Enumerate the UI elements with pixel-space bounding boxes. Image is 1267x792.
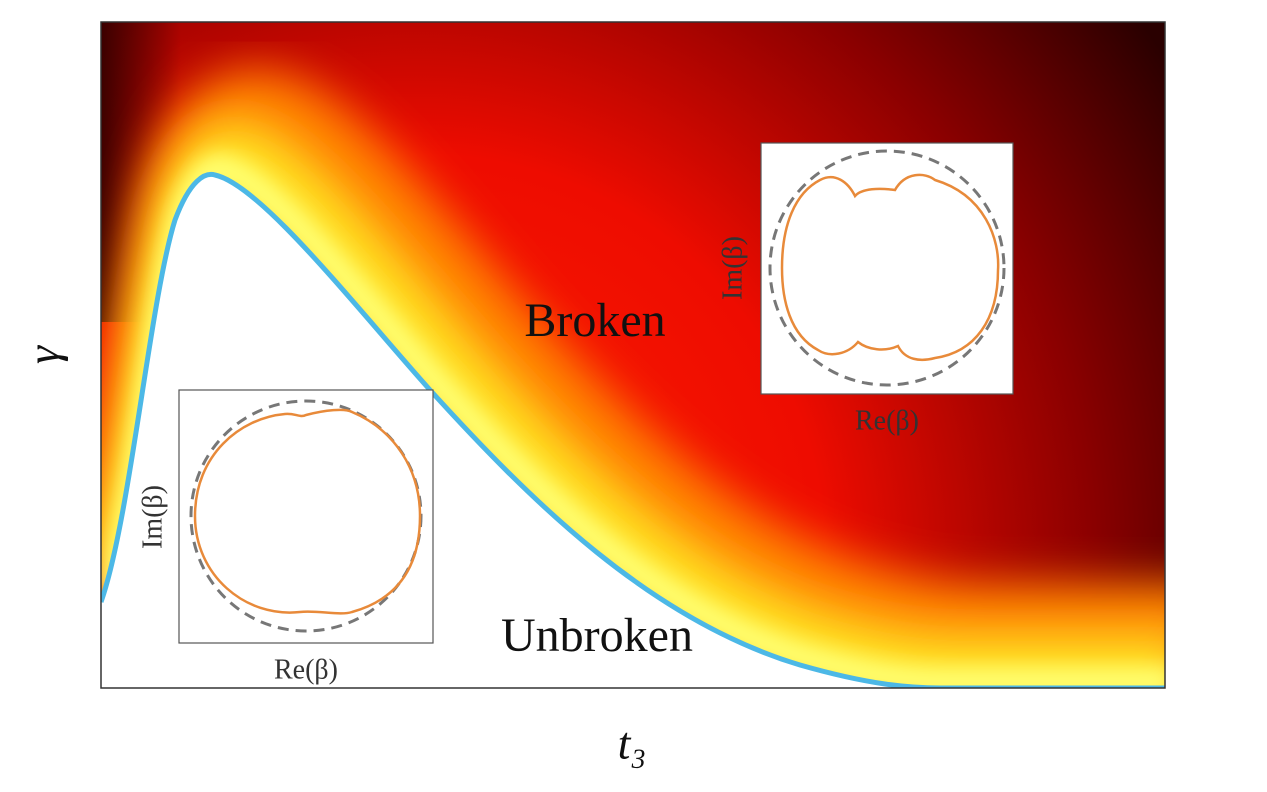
inset-y-label: Im(β) [717,236,748,300]
unit-circle [768,149,1006,387]
inset-frame [760,142,1014,395]
spectrum [193,408,422,615]
inset-frame [178,389,434,644]
x-axis-label: t₃ [618,718,647,769]
inset-x-label: Re(β) [855,405,919,436]
annotation: Broken [524,294,665,347]
inset-unbroken: Re(β) Im(β) [137,389,434,685]
plot-frame [100,21,1166,689]
annotation: Unbroken [501,609,693,662]
inset-y-label: Im(β) [137,485,168,549]
inset-broken: Re(β) Im(β) [717,142,1014,436]
phase-boundary [101,171,1165,688]
spectrum [780,173,1000,362]
y-axis-label: γ [18,344,69,364]
inset-x-label: Re(β) [274,654,338,685]
